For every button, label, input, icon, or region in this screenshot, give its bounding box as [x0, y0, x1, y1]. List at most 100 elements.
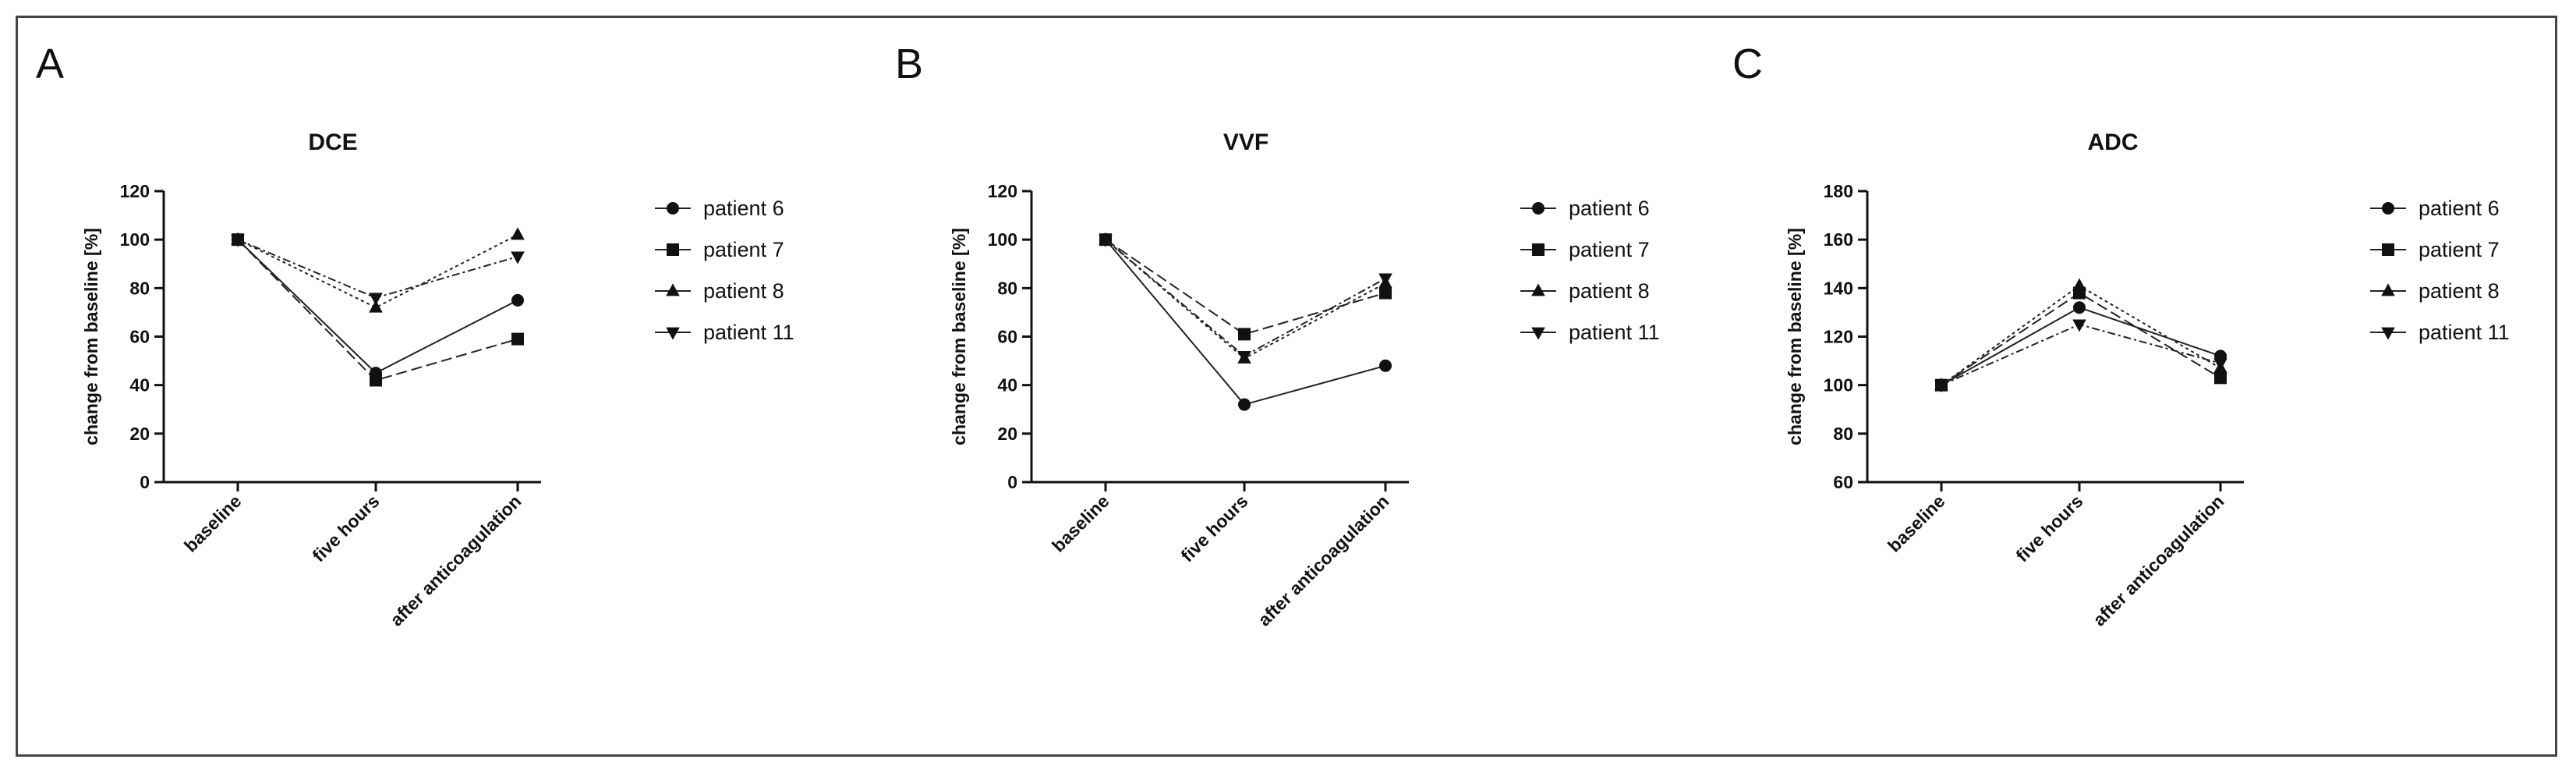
- chart-title: DCE: [308, 130, 357, 155]
- data-point: [370, 374, 382, 387]
- x-tick-label: baseline: [1884, 491, 1948, 555]
- legend-label: patient 8: [2419, 279, 2500, 303]
- y-tick-label: 120: [1824, 327, 1853, 347]
- data-point: [511, 251, 525, 264]
- y-tick-label: 80: [997, 278, 1017, 298]
- legend-marker: [2382, 243, 2394, 256]
- series-line: [237, 234, 518, 309]
- legend-marker: [2381, 327, 2395, 340]
- series-patient-7: [1099, 233, 1392, 341]
- legend-marker: [2381, 283, 2395, 296]
- y-tick-label: 0: [140, 472, 150, 492]
- legend-marker: [667, 243, 679, 256]
- legend-label: patient 11: [1569, 321, 1660, 344]
- legend-label: patient 11: [703, 321, 794, 344]
- x-tick-label: after anticoagulation: [386, 491, 525, 630]
- x-tick-label: after anticoagulation: [1254, 491, 1392, 630]
- y-tick-label: 120: [988, 181, 1017, 201]
- y-tick-label: 60: [1833, 472, 1853, 492]
- series-patient-11: [1099, 234, 1392, 364]
- data-point: [1238, 398, 1251, 411]
- panel-a: A DCE 0 20 40 60 80 100 120 change from baseline …: [36, 41, 794, 630]
- y-axis-label: change from baseline [%]: [81, 228, 101, 445]
- series-patient-11: [1934, 319, 2227, 393]
- y-tick-label: 60: [129, 327, 150, 347]
- y-tick-label: 100: [120, 229, 150, 250]
- series-line: [1105, 239, 1386, 360]
- data-point: [511, 332, 524, 346]
- data-point: [2072, 278, 2086, 291]
- y-tick-label: 80: [1833, 424, 1853, 444]
- y-tick-label: 20: [129, 424, 150, 444]
- y-tick-label: 140: [1824, 278, 1853, 298]
- y-tick-label: 100: [988, 229, 1017, 250]
- y-tick-label: 60: [997, 327, 1017, 347]
- panel-letter: C: [1732, 41, 1763, 87]
- series-line: [237, 239, 518, 299]
- panel-letter: B: [895, 41, 923, 87]
- data-point: [511, 293, 524, 307]
- data-point: [1379, 286, 1392, 300]
- legend-label: patient 7: [703, 238, 784, 261]
- data-point: [231, 234, 245, 247]
- series-line: [1941, 285, 2221, 386]
- series-line: [1941, 307, 2221, 386]
- chart-title: ADC: [2088, 130, 2139, 155]
- y-tick-label: 160: [1824, 229, 1853, 250]
- legend-label: patient 7: [1569, 238, 1650, 261]
- x-tick-label: five hours: [2012, 491, 2086, 566]
- data-point: [1237, 350, 1251, 364]
- data-point: [1379, 359, 1392, 372]
- legend-label: patient 6: [2419, 197, 2500, 220]
- legend-marker: [1532, 202, 1545, 215]
- y-tick-label: 80: [129, 278, 150, 298]
- y-tick-label: 100: [1824, 375, 1853, 396]
- series-patient-6: [1099, 233, 1392, 411]
- legend-marker: [666, 327, 680, 340]
- legend-marker: [1531, 283, 1545, 296]
- y-tick-label: 20: [997, 424, 1017, 444]
- y-tick-label: 40: [997, 375, 1017, 396]
- series-line: [1105, 239, 1386, 406]
- legend-marker: [667, 202, 679, 215]
- data-point: [2072, 319, 2086, 332]
- data-point: [1099, 234, 1113, 247]
- data-point: [2213, 358, 2227, 371]
- panel-c: C ADC 60 80 100 120 140 160 180 change from basel…: [1732, 41, 2510, 630]
- series-patient-8: [1099, 232, 1392, 364]
- panel-letter: A: [36, 41, 64, 87]
- y-axis-label: change from baseline [%]: [1785, 228, 1805, 445]
- data-point: [369, 300, 383, 313]
- panel-b: B VVF 0 20 40 60 80 100 120 change from baseline …: [895, 41, 1660, 630]
- chart-title: VVF: [1223, 130, 1269, 155]
- y-tick-label: 0: [1007, 472, 1017, 492]
- legend-label: patient 6: [1569, 197, 1650, 220]
- legend-label: patient 7: [2419, 238, 2500, 261]
- y-tick-label: 180: [1824, 181, 1853, 201]
- data-point: [2214, 371, 2227, 385]
- data-point: [1238, 328, 1251, 341]
- x-tick-label: five hours: [1177, 491, 1251, 566]
- data-point: [1378, 273, 1392, 286]
- legend-label: patient 8: [703, 279, 784, 303]
- legend-marker: [1532, 243, 1545, 256]
- legend-marker: [2382, 202, 2394, 215]
- data-point: [511, 227, 525, 240]
- y-tick-label: 40: [129, 375, 150, 396]
- data-point: [1934, 380, 1948, 393]
- legend-label: patient 6: [703, 197, 784, 220]
- x-tick-label: five hours: [308, 491, 383, 566]
- legend-label: patient 8: [1569, 279, 1650, 303]
- x-tick-label: baseline: [1048, 491, 1113, 555]
- data-point: [369, 293, 383, 306]
- data-point: [2073, 301, 2086, 314]
- series-patient-6: [1935, 301, 2227, 392]
- x-tick-label: baseline: [180, 491, 245, 555]
- y-axis-label: change from baseline [%]: [949, 228, 969, 445]
- series-line: [1105, 239, 1386, 335]
- y-tick-label: 120: [120, 181, 150, 201]
- legend-marker: [666, 283, 680, 296]
- legend-marker: [1531, 327, 1545, 340]
- series-patient-11: [231, 234, 525, 306]
